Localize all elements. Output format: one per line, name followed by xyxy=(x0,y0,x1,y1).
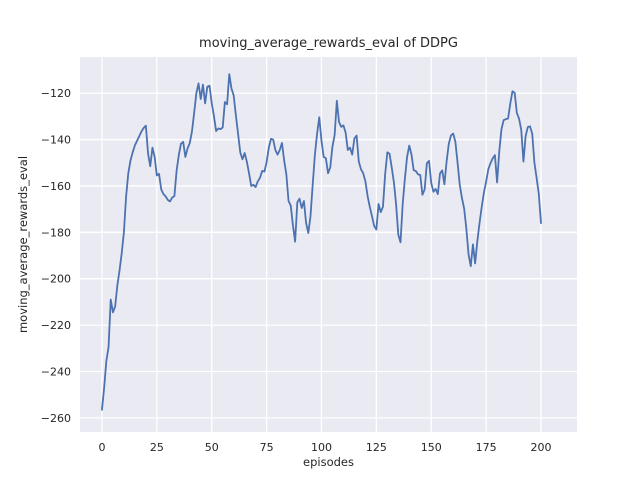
y-tick-label: −260 xyxy=(41,412,71,425)
y-tick-label: −200 xyxy=(41,273,71,286)
x-axis-label: episodes xyxy=(303,455,354,469)
y-axis-tick-labels: −120 −140 −160 −180 −200 −220 −240 −260 xyxy=(41,87,71,425)
plot-area xyxy=(80,57,577,432)
y-tick-label: −120 xyxy=(41,87,71,100)
gridlines xyxy=(80,57,577,432)
x-tick-label: 0 xyxy=(98,441,105,454)
y-axis-label: moving_average_rewards_eval xyxy=(16,156,30,333)
x-tick-label: 175 xyxy=(476,441,497,454)
y-tick-label: −220 xyxy=(41,319,71,332)
x-tick-label: 200 xyxy=(530,441,551,454)
x-tick-label: 125 xyxy=(366,441,387,454)
chart-title: moving_average_rewards_eval of DDPG xyxy=(199,36,458,51)
x-tick-label: 50 xyxy=(205,441,219,454)
x-tick-label: 25 xyxy=(150,441,164,454)
x-tick-label: 150 xyxy=(421,441,442,454)
x-tick-label: 100 xyxy=(311,441,332,454)
x-axis-tick-labels: 0 25 50 75 100 125 150 175 200 xyxy=(98,441,551,454)
x-tick-label: 75 xyxy=(260,441,274,454)
y-tick-label: −180 xyxy=(41,226,71,239)
y-tick-label: −160 xyxy=(41,180,71,193)
reward-line-series xyxy=(101,73,542,411)
y-tick-label: −140 xyxy=(41,134,71,147)
y-tick-label: −240 xyxy=(41,365,71,378)
